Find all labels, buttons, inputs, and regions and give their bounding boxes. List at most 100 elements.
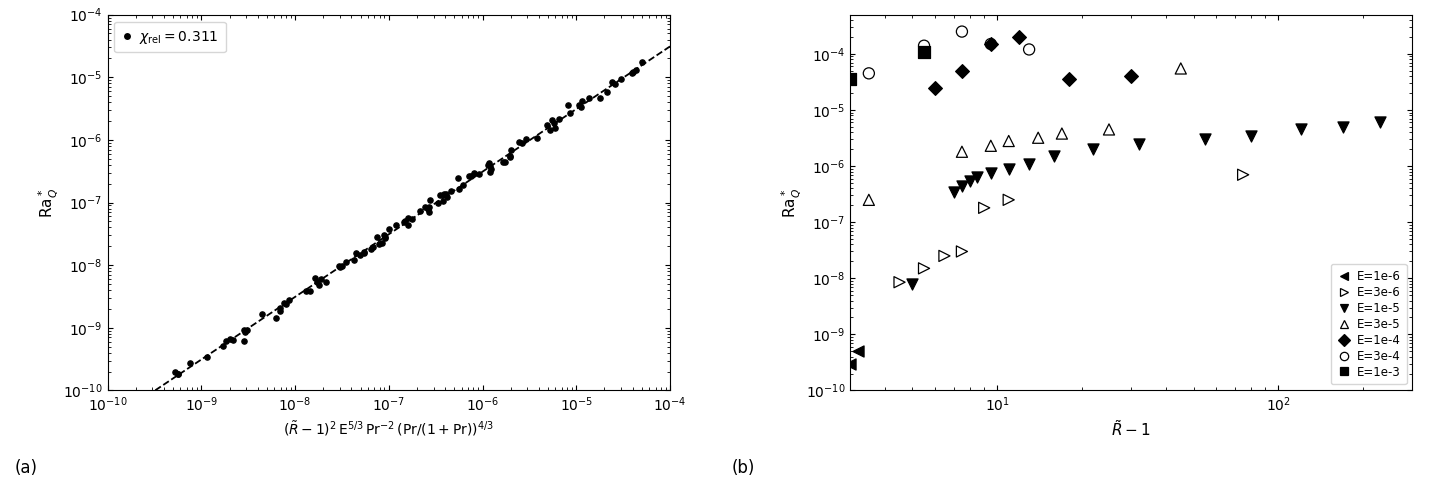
Point	[951, 148, 974, 156]
Point	[912, 48, 935, 56]
Point	[499, 152, 522, 160]
Point	[558, 109, 581, 117]
Point	[305, 278, 328, 286]
Point	[235, 326, 258, 334]
Point	[951, 28, 974, 36]
Point	[463, 169, 486, 177]
Point	[268, 307, 291, 315]
Point	[432, 197, 455, 205]
Point	[413, 203, 436, 211]
Point	[447, 185, 470, 193]
Point	[479, 162, 502, 170]
Point	[1120, 72, 1143, 80]
Point	[934, 252, 956, 260]
Point	[621, 69, 644, 77]
Point	[538, 126, 561, 134]
Point	[211, 343, 234, 350]
Point	[543, 124, 566, 132]
Point	[548, 115, 571, 123]
Point	[417, 203, 440, 211]
Point	[997, 165, 1020, 173]
Point	[232, 326, 255, 334]
Point	[951, 67, 974, 75]
Point	[846, 347, 869, 355]
Point	[979, 142, 1002, 150]
Point	[542, 120, 565, 127]
Point	[272, 299, 295, 306]
Point	[328, 263, 351, 271]
Point	[447, 174, 470, 182]
Point	[888, 278, 911, 286]
Point	[839, 76, 862, 83]
Point	[219, 336, 242, 344]
Point	[234, 328, 257, 336]
Point	[315, 278, 338, 286]
Point	[384, 221, 407, 228]
Point	[251, 310, 274, 318]
Legend: E=1e-6, E=3e-6, E=1e-5, E=3e-5, E=1e-4, E=3e-4, E=1e-3: E=1e-6, E=3e-6, E=1e-5, E=3e-5, E=1e-4, …	[1331, 264, 1407, 385]
Point	[367, 241, 390, 248]
Point	[556, 101, 579, 108]
Point	[576, 94, 599, 102]
Point	[624, 66, 647, 74]
Point	[499, 146, 522, 154]
Point	[166, 370, 189, 378]
Point	[435, 193, 457, 201]
Point	[353, 249, 376, 257]
Point	[1081, 145, 1104, 153]
Point	[997, 196, 1020, 203]
Point	[393, 218, 416, 225]
Point	[965, 173, 988, 181]
Point	[1169, 64, 1192, 72]
Point	[1368, 119, 1391, 126]
Point	[508, 139, 531, 146]
Point	[327, 262, 350, 269]
Point	[1232, 171, 1255, 179]
Point	[343, 256, 366, 264]
Point	[569, 103, 592, 111]
Point	[432, 190, 455, 198]
Point	[373, 233, 396, 241]
Point	[1332, 123, 1355, 131]
Point	[493, 158, 516, 165]
Point	[595, 88, 618, 96]
Point	[397, 214, 420, 222]
Text: (b): (b)	[731, 459, 754, 477]
Point	[979, 40, 1002, 48]
Point	[374, 235, 397, 243]
Point	[958, 177, 981, 184]
Point	[298, 287, 321, 295]
Point	[426, 199, 449, 207]
Point	[604, 80, 627, 87]
Point	[348, 251, 371, 259]
Point	[360, 245, 383, 253]
Point	[541, 117, 564, 124]
Point	[232, 337, 255, 345]
Point	[377, 225, 400, 233]
Point	[353, 248, 376, 256]
Point	[858, 196, 880, 203]
Point	[397, 221, 420, 228]
Point	[195, 353, 218, 361]
Point	[373, 231, 396, 239]
Point	[480, 165, 503, 173]
Point	[416, 205, 439, 213]
Point	[268, 304, 291, 312]
Point	[1051, 130, 1074, 138]
Text: (a): (a)	[14, 459, 37, 477]
Point	[589, 94, 612, 102]
Point	[179, 359, 202, 366]
Point	[979, 40, 1002, 48]
Point	[435, 190, 457, 198]
Point	[222, 336, 245, 344]
Point	[568, 102, 591, 109]
Legend: $\chi_{\mathrm{rel}}=0.311$: $\chi_{\mathrm{rel}}=0.311$	[115, 21, 227, 53]
Point	[1008, 33, 1031, 41]
Point	[264, 314, 287, 322]
Point	[1057, 76, 1080, 83]
Point	[409, 207, 432, 215]
Point	[912, 264, 935, 272]
Point	[429, 191, 452, 199]
Point	[901, 280, 923, 287]
Point	[452, 182, 475, 189]
